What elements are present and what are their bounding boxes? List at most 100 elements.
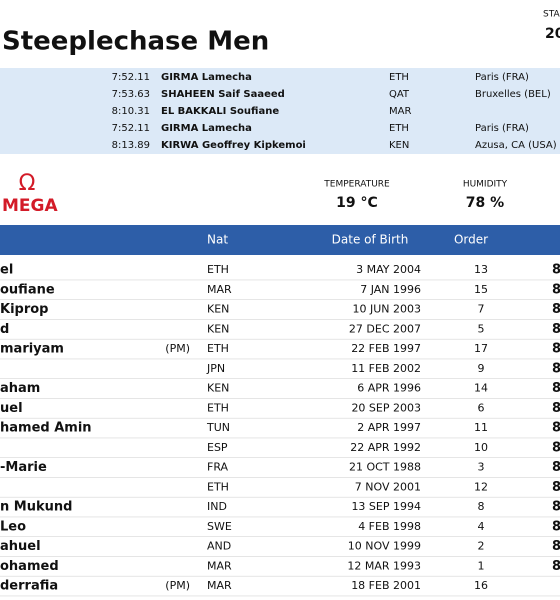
dob: 7 NOV 2001 bbox=[355, 480, 421, 493]
record-time: 7:52.11 bbox=[112, 72, 150, 83]
dob: 12 MAR 1993 bbox=[347, 559, 421, 572]
order: 5 bbox=[478, 322, 485, 335]
cropped-value: 8 bbox=[552, 519, 560, 534]
nat: ETH bbox=[207, 480, 229, 493]
cropped-value: 8 bbox=[552, 263, 560, 278]
order: 10 bbox=[474, 441, 488, 454]
record-name: GIRMA Lamecha bbox=[161, 72, 252, 83]
cropped-value: 8 bbox=[552, 302, 560, 317]
order: 3 bbox=[478, 461, 485, 474]
pacemaker: (PM) bbox=[165, 342, 190, 355]
record-name: KIRWA Geoffrey Kipkemoi bbox=[161, 140, 306, 151]
cropped-value: 8 bbox=[552, 342, 560, 357]
dob: 10 NOV 1999 bbox=[348, 540, 421, 553]
dob: 20 SEP 2003 bbox=[351, 401, 421, 414]
record-time: 7:52.11 bbox=[112, 123, 150, 134]
nat: FRA bbox=[207, 461, 229, 474]
order: 14 bbox=[474, 382, 488, 395]
athlete-name: aham bbox=[0, 381, 40, 396]
record-nat: KEN bbox=[389, 140, 409, 151]
athlete-name: ahuel bbox=[0, 539, 41, 554]
order: 2 bbox=[478, 540, 485, 553]
nat: AND bbox=[207, 540, 231, 553]
athlete-name: d bbox=[0, 322, 9, 337]
logo-text: MEGA bbox=[2, 196, 58, 216]
cropped-value: 8 bbox=[552, 460, 560, 475]
athlete-name: mariyam bbox=[0, 342, 64, 357]
dob: 22 FEB 1997 bbox=[351, 342, 421, 355]
column-header: Date of Birth bbox=[332, 233, 409, 247]
athlete-name: uel bbox=[0, 401, 23, 416]
dob: 3 MAY 2004 bbox=[356, 263, 421, 276]
dob: 11 FEB 2002 bbox=[351, 362, 421, 375]
cropped-value: 8 bbox=[552, 322, 560, 337]
title: Steeplechase Men bbox=[2, 27, 269, 57]
order: 9 bbox=[478, 362, 485, 375]
humidity: 78 % bbox=[466, 195, 504, 211]
dob: 2 APR 1997 bbox=[357, 421, 421, 434]
cropped-value: 8 bbox=[552, 559, 560, 574]
order: 1 bbox=[478, 559, 485, 572]
nat: MAR bbox=[207, 283, 232, 296]
athlete-name: Kiprop bbox=[0, 302, 48, 317]
order: 13 bbox=[474, 263, 488, 276]
record-nat: MAR bbox=[389, 106, 411, 117]
dob: 18 FEB 2001 bbox=[351, 579, 421, 592]
record-nat: ETH bbox=[389, 72, 409, 83]
nat: JPN bbox=[206, 362, 225, 375]
record-nat: QAT bbox=[389, 89, 410, 100]
dob: 6 APR 1996 bbox=[357, 382, 421, 395]
record-venue: Azusa, CA (USA) bbox=[475, 140, 557, 151]
athlete-name: n Mukund bbox=[0, 500, 72, 515]
order: 17 bbox=[474, 342, 488, 355]
nat: ESP bbox=[207, 441, 228, 454]
record-name: SHAHEEN Saif Saaeed bbox=[161, 89, 285, 100]
cropped-value: 8 bbox=[552, 282, 560, 297]
dob: 21 OCT 1988 bbox=[349, 461, 421, 474]
record-venue: Paris (FRA) bbox=[475, 72, 529, 83]
order: 11 bbox=[474, 421, 488, 434]
cropped-value: 8 bbox=[552, 381, 560, 396]
table-header-bar bbox=[0, 225, 560, 255]
nat: KEN bbox=[207, 322, 229, 335]
nat: MAR bbox=[207, 559, 232, 572]
dob: 4 FEB 1998 bbox=[358, 520, 421, 533]
corner-label: STA bbox=[543, 10, 560, 20]
dob: 27 DEC 2007 bbox=[349, 322, 421, 335]
athlete-name: el bbox=[0, 263, 13, 278]
nat: MAR bbox=[207, 579, 232, 592]
cropped-value: 8 bbox=[552, 401, 560, 416]
cropped-value: 8 bbox=[552, 421, 560, 436]
athlete-name: derrafia bbox=[0, 579, 58, 594]
order: 12 bbox=[474, 480, 488, 493]
nat: TUN bbox=[206, 421, 230, 434]
cropped-value: 8 bbox=[552, 480, 560, 495]
nat: ETH bbox=[207, 263, 229, 276]
record-name: GIRMA Lamecha bbox=[161, 123, 252, 134]
cropped-value: 8 bbox=[552, 440, 560, 455]
temperature-label: TEMPERATURE bbox=[323, 180, 390, 190]
athlete-name: -Marie bbox=[0, 460, 47, 475]
record-name: EL BAKKALI Soufiane bbox=[161, 106, 279, 117]
cropped-value: 8 bbox=[552, 500, 560, 515]
nat: SWE bbox=[207, 520, 232, 533]
record-nat: ETH bbox=[389, 123, 409, 134]
nat: IND bbox=[207, 500, 227, 513]
column-header: Order bbox=[454, 233, 488, 247]
order: 7 bbox=[478, 303, 485, 316]
athlete-name: hamed Amin bbox=[0, 421, 92, 436]
record-time: 7:53.63 bbox=[112, 89, 150, 100]
order: 6 bbox=[478, 401, 485, 414]
column-header: Nat bbox=[207, 233, 228, 247]
cropped-value: 8 bbox=[552, 539, 560, 554]
record-time: 8:13.89 bbox=[112, 140, 150, 151]
nat: KEN bbox=[207, 303, 229, 316]
nat: KEN bbox=[207, 382, 229, 395]
athlete-name: ohamed bbox=[0, 559, 59, 574]
record-time: 8:10.31 bbox=[112, 106, 150, 117]
nat: ETH bbox=[207, 401, 229, 414]
corner-value: 20 bbox=[545, 26, 560, 42]
pacemaker: (PM) bbox=[165, 579, 190, 592]
dob: 22 APR 1992 bbox=[350, 441, 421, 454]
order: 4 bbox=[478, 520, 485, 533]
